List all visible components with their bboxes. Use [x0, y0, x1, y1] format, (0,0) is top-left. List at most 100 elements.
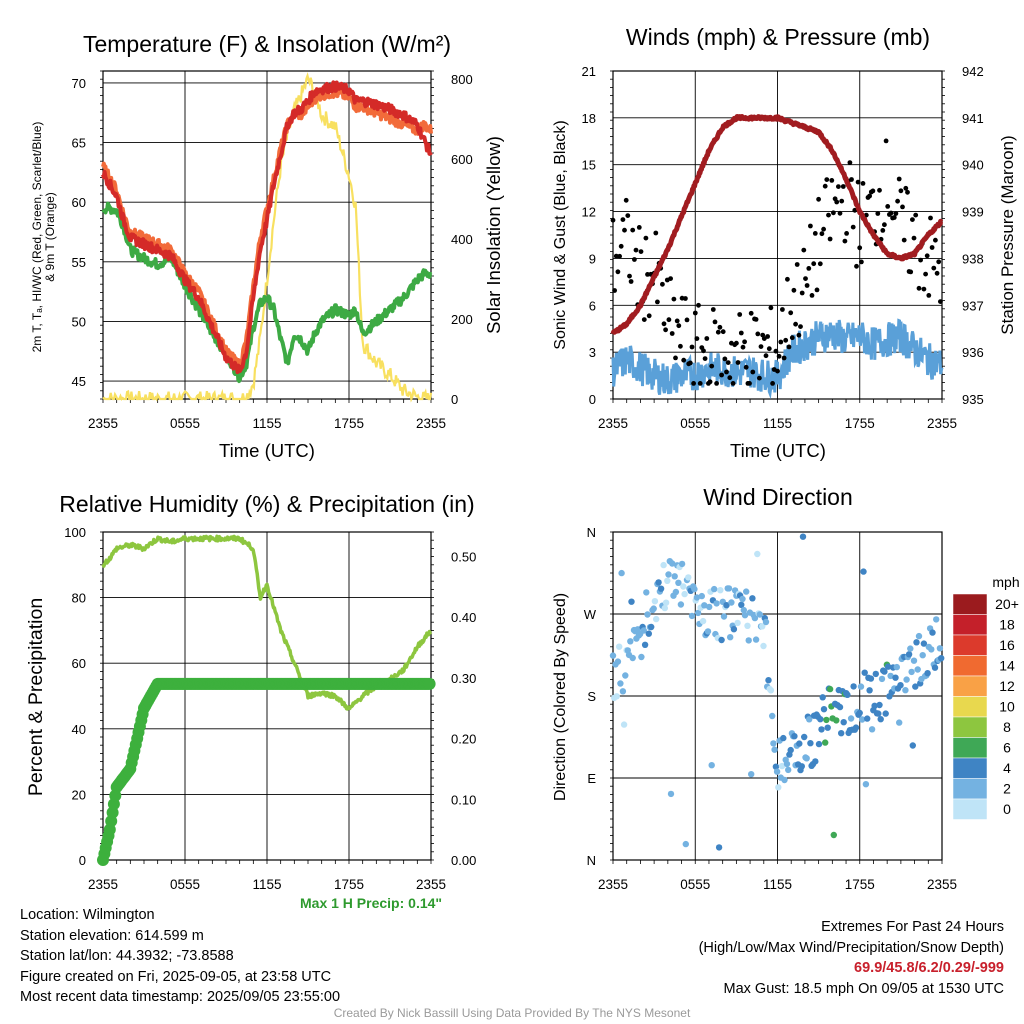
direction-point — [909, 742, 916, 749]
direction-point — [667, 790, 675, 798]
gust-point — [829, 178, 835, 183]
gust-point — [781, 355, 787, 361]
temp-2m-line — [101, 80, 433, 375]
gust-point — [696, 302, 701, 308]
direction-point — [783, 760, 791, 768]
gust-point — [895, 198, 900, 204]
gust-point — [689, 344, 695, 350]
gust-point — [867, 193, 872, 199]
rh-y2tick-label: 0.50 — [451, 549, 476, 564]
legend-label: 20+ — [995, 596, 1019, 612]
direction-point — [806, 716, 813, 723]
direction-point — [830, 831, 837, 839]
legend-swatch — [952, 696, 988, 718]
direction-point — [852, 724, 860, 731]
gust-point — [905, 189, 910, 195]
gust-point — [757, 375, 762, 381]
gust-point — [627, 273, 632, 279]
direction-point — [745, 637, 752, 644]
extremes-heading: Extremes For Past 24 Hours — [821, 919, 1004, 935]
temp-ytick-label: 45 — [72, 374, 86, 389]
dir-ytick-label: W — [584, 607, 597, 622]
direction-points — [609, 533, 945, 851]
gust-point — [827, 236, 833, 242]
wind-y2tick-label: 937 — [962, 298, 984, 313]
direction-point — [914, 666, 921, 673]
dir-ytick-label: N — [587, 525, 596, 540]
direction-point — [884, 663, 892, 670]
gust-point — [676, 323, 682, 329]
gust-point — [826, 212, 831, 218]
gust-point — [789, 335, 795, 341]
direction-point — [680, 583, 687, 590]
gust-point — [738, 330, 744, 336]
gust-point — [633, 247, 639, 253]
direction-point — [856, 709, 863, 717]
gust-point — [791, 287, 797, 293]
wind-xtick-label: 2355 — [598, 416, 628, 431]
rh-title: Relative Humidity (%) & Precipitation (i… — [59, 491, 474, 517]
gust-point — [715, 329, 721, 335]
direction-point — [893, 663, 900, 671]
temp-y2tick-label: 400 — [451, 232, 473, 247]
direction-point — [907, 645, 914, 652]
gust-point — [796, 332, 802, 338]
legend-swatch — [952, 716, 988, 738]
direction-point — [734, 619, 741, 627]
gust-point — [936, 259, 942, 265]
direction-point — [672, 588, 680, 596]
direction-point — [815, 740, 823, 748]
wind-y2tick-label: 941 — [962, 111, 984, 126]
legend-swatch — [952, 614, 988, 636]
wind-ytick-label: 9 — [589, 251, 596, 266]
gust-point — [773, 348, 779, 354]
max-precip-note: Max 1 H Precip: 0.14" — [300, 895, 443, 911]
gust-point — [763, 353, 769, 359]
direction-point — [678, 560, 686, 568]
direction-point — [618, 569, 625, 577]
wind-ytick-label: 15 — [582, 158, 596, 173]
direction-point — [778, 762, 786, 770]
direction-point — [838, 730, 845, 737]
gust-point — [836, 184, 841, 190]
direction-point — [664, 577, 671, 584]
wind-xtick-label: 1755 — [845, 416, 875, 431]
direction-point — [739, 595, 746, 603]
direction-point — [864, 715, 871, 722]
direction-point — [938, 655, 945, 662]
dir-xtick-label: 2355 — [598, 877, 628, 892]
gust-point — [638, 249, 644, 255]
direction-point — [765, 677, 772, 684]
direction-point — [756, 611, 763, 618]
legend-swatch — [952, 737, 988, 759]
direction-point — [677, 601, 685, 608]
direction-point — [769, 712, 776, 720]
gust-point — [748, 310, 754, 316]
direction-point — [620, 721, 628, 728]
gust-point — [775, 368, 780, 374]
direction-point — [694, 609, 702, 617]
gust-point — [901, 237, 907, 243]
gust-point — [788, 310, 794, 316]
legend-label: 14 — [999, 658, 1015, 674]
direction-point — [701, 602, 708, 609]
direction-point — [751, 614, 759, 622]
direction-point — [908, 668, 915, 676]
direction-point — [619, 688, 627, 695]
gust-point — [854, 263, 859, 269]
direction-point — [715, 844, 723, 851]
gust-point — [837, 210, 843, 216]
dir-ytick-label: N — [587, 853, 596, 868]
direction-point — [857, 683, 865, 690]
dir-title: Wind Direction — [703, 484, 853, 510]
direction-point — [910, 657, 918, 664]
gust-point — [831, 210, 836, 216]
direction-point — [653, 615, 660, 623]
direction-point — [613, 693, 620, 700]
direction-point — [704, 628, 712, 635]
direction-point — [671, 573, 678, 580]
gust-point — [755, 331, 761, 337]
legend-swatch — [952, 634, 988, 656]
direction-point — [634, 626, 641, 633]
temp-ytick-label: 60 — [72, 195, 86, 210]
